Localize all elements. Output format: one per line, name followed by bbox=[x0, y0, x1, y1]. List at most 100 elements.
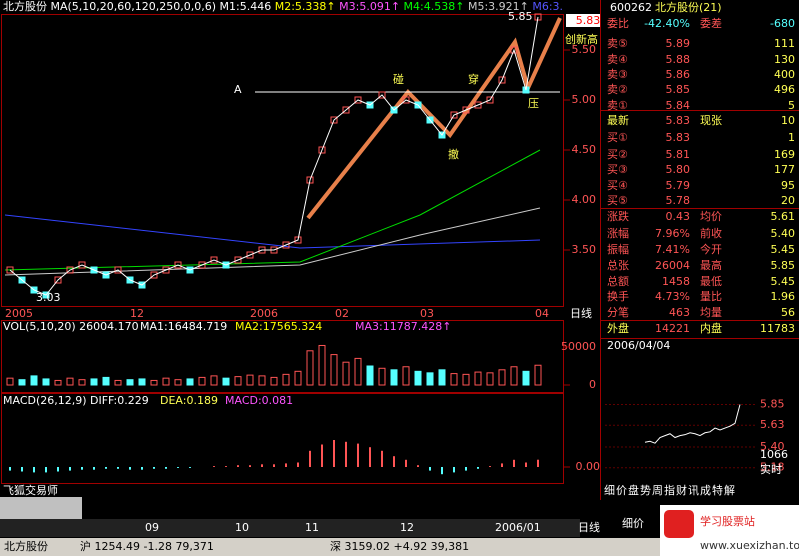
quote-cell: 5.89 bbox=[666, 37, 691, 50]
volume-bar bbox=[54, 379, 62, 386]
macd-dea: DEA:0.189 bbox=[160, 394, 218, 407]
volume-bar bbox=[102, 376, 110, 386]
quote-cell: 5.79 bbox=[666, 179, 691, 192]
stock-name: 北方股份(21) bbox=[655, 0, 722, 14]
quote-cell: 95 bbox=[781, 179, 795, 192]
annotation: 穿 bbox=[468, 72, 479, 86]
chart-header: 北方股份 MA(5,10,20,60,120,250,0,0,6) M1:5.4… bbox=[3, 0, 563, 13]
macd-diff: DIFF:0.229 bbox=[90, 394, 149, 407]
quote-cell: 委差 bbox=[700, 16, 722, 30]
y-tick-label: 5.40 bbox=[760, 440, 785, 453]
volume-bar bbox=[30, 375, 38, 386]
header-item: M2:5.338↑ bbox=[271, 0, 335, 13]
candle bbox=[402, 96, 410, 104]
volume-bar bbox=[474, 371, 482, 386]
quote-cell: 1 bbox=[788, 131, 795, 144]
volume-bar bbox=[330, 354, 338, 386]
status-detail: 细价 bbox=[622, 517, 644, 530]
x-tick-label: 04 bbox=[535, 307, 549, 320]
quote-cell: 26004 bbox=[655, 259, 690, 272]
status-name: 北方股份 bbox=[4, 539, 48, 553]
annotation: 创新高 bbox=[565, 32, 598, 46]
volume-bar bbox=[90, 378, 98, 386]
candle bbox=[342, 106, 350, 114]
close-line bbox=[9, 16, 539, 296]
volume-bar bbox=[114, 379, 122, 386]
quote-cell: 涨幅 bbox=[607, 227, 629, 240]
header-item: M3:5.091↑ bbox=[336, 0, 400, 13]
quote-cell: 最低 bbox=[700, 275, 722, 288]
y-tick-label: 5.63 bbox=[760, 418, 785, 431]
status-sz: 深 3159.02 +4.92 39,381 bbox=[330, 540, 469, 553]
live-label: 实时 bbox=[760, 462, 782, 476]
candle bbox=[474, 101, 482, 109]
annotation: 压 bbox=[528, 97, 539, 110]
quote-cell: 1458 bbox=[662, 275, 690, 288]
volume-bar bbox=[486, 372, 494, 386]
quote-cell: 最高 bbox=[700, 258, 722, 272]
x-tick-label: 2005 bbox=[5, 307, 33, 320]
quote-cell: 5.85 bbox=[771, 259, 796, 272]
scrollbar[interactable] bbox=[0, 519, 580, 537]
vol-ma: MA2:17565.324 bbox=[235, 320, 322, 333]
quote-cell: 111 bbox=[774, 37, 795, 50]
candle bbox=[486, 96, 494, 104]
quote-cell: 换手 bbox=[607, 289, 629, 303]
panel-tabs: 细价盘势周指财讯成特解 bbox=[604, 483, 736, 497]
candle bbox=[462, 106, 470, 114]
quote-cell: 卖⑤ bbox=[607, 37, 628, 50]
volume-bar bbox=[354, 357, 362, 386]
candle bbox=[198, 261, 206, 269]
quote-cell: 130 bbox=[774, 53, 795, 66]
candle bbox=[378, 91, 386, 99]
quote-cell: 5.80 bbox=[666, 163, 691, 176]
price-tag bbox=[566, 14, 600, 27]
candle bbox=[246, 251, 254, 259]
y-tick-label: 5.50 bbox=[572, 43, 597, 56]
macd-value: MACD:0.081 bbox=[225, 394, 293, 407]
quote-cell: 5 bbox=[788, 99, 795, 112]
candle bbox=[150, 271, 158, 279]
quote-cell: 外盘 bbox=[607, 321, 629, 335]
candle bbox=[318, 146, 326, 154]
quote-cell: 14221 bbox=[655, 322, 690, 335]
quote-cell: 买① bbox=[607, 131, 628, 144]
ma-line bbox=[4, 214, 541, 249]
ma-line bbox=[4, 207, 541, 276]
volume-bar bbox=[66, 377, 74, 386]
volume-bar bbox=[510, 366, 518, 386]
candle bbox=[210, 256, 218, 264]
candle bbox=[450, 111, 458, 119]
candle bbox=[6, 266, 14, 274]
quote-cell: 卖② bbox=[607, 83, 628, 96]
candle bbox=[354, 96, 362, 104]
y-tick-label: 50000 bbox=[561, 340, 596, 353]
candle bbox=[306, 176, 314, 184]
quote-cell: 买③ bbox=[607, 163, 628, 176]
quote-cell: 1.96 bbox=[771, 290, 796, 303]
volume-bar bbox=[162, 377, 170, 386]
annotation: 5.85 bbox=[508, 10, 533, 23]
quote-cell: 最新 bbox=[607, 113, 629, 127]
candle bbox=[66, 266, 74, 274]
quote-cell: 内盘 bbox=[700, 321, 722, 335]
vol-ma: MA3:11787.428↑ bbox=[355, 320, 451, 333]
volume-bar bbox=[390, 369, 398, 386]
candle bbox=[294, 236, 302, 244]
y-tick-label: 3.50 bbox=[572, 243, 597, 256]
volume-bar bbox=[42, 378, 50, 386]
y-tick-label: 4.00 bbox=[572, 193, 597, 206]
volume-bar bbox=[234, 376, 242, 386]
x-tick-label: 03 bbox=[420, 307, 434, 320]
scroll-date: 09 bbox=[145, 521, 159, 534]
volume-bar bbox=[306, 350, 314, 386]
volume-bar bbox=[378, 367, 386, 386]
header-item: M1:5.446 bbox=[216, 0, 271, 13]
volume-bar bbox=[366, 365, 374, 386]
volume-bar bbox=[126, 379, 134, 386]
quote-cell: 5.83 bbox=[666, 114, 691, 127]
y-tick-label: 0.00 bbox=[576, 460, 601, 473]
quote-cell: 总额 bbox=[607, 274, 629, 288]
volume-bar bbox=[246, 374, 254, 386]
